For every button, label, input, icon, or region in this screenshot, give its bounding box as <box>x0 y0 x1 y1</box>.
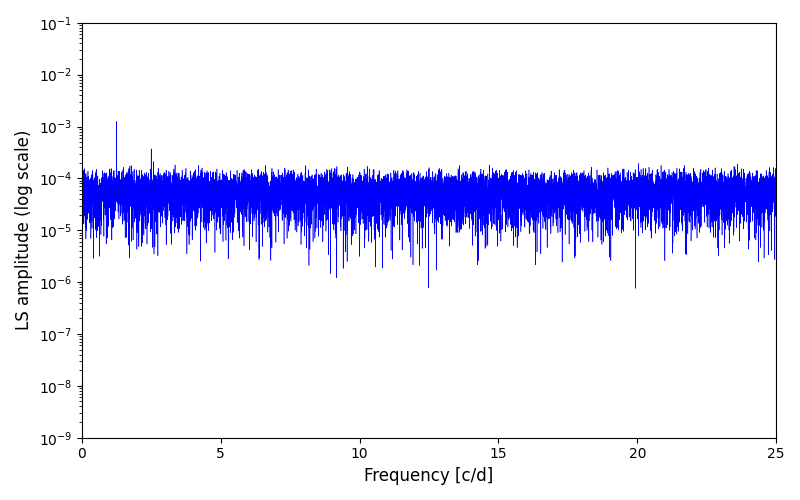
Y-axis label: LS amplitude (log scale): LS amplitude (log scale) <box>15 130 33 330</box>
X-axis label: Frequency [c/d]: Frequency [c/d] <box>364 467 494 485</box>
